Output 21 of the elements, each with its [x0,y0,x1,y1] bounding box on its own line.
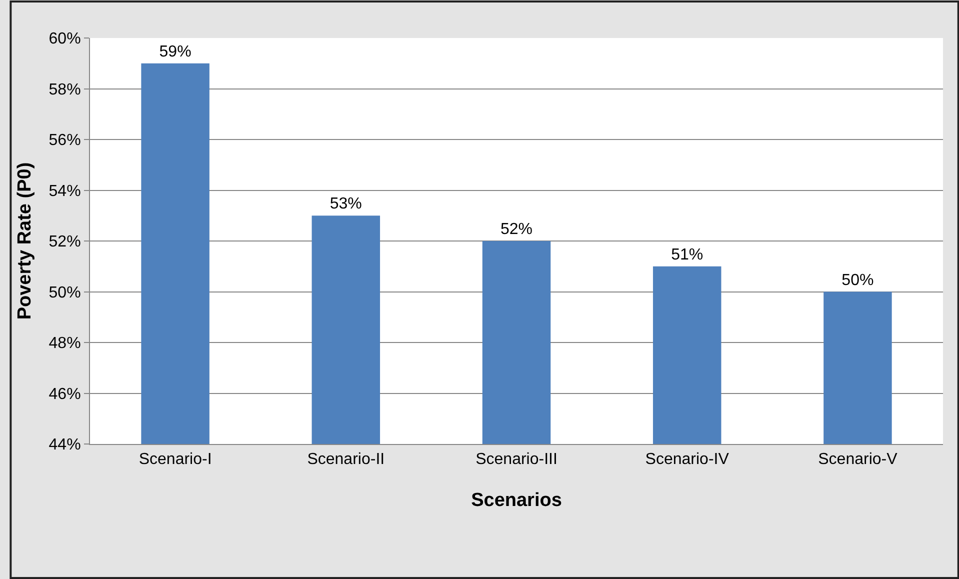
data-label: 50% [842,272,874,289]
y-tick-label: 56% [48,132,81,150]
y-tick-label: 50% [48,284,81,302]
x-axis-title: Scenarios [471,490,562,511]
x-tick-label: Scenario-I [138,451,212,468]
data-label: 52% [500,221,533,238]
data-label: 53% [330,196,362,213]
x-tick-label: Scenario-IV [645,451,730,468]
y-axis-title: Poverty Rate (P0) [14,162,36,320]
y-tick-label: 54% [48,182,81,200]
x-tick-label: Scenario-II [307,451,385,468]
x-tick-label: Scenario-III [476,451,558,468]
y-tick-label: 44% [48,436,81,454]
y-tick-label: 60% [48,30,81,48]
y-tick-label: 46% [48,386,81,403]
data-label: 59% [159,43,192,60]
y-tick-label: 52% [48,234,81,251]
x-tick-label: Scenario-V [818,451,898,468]
y-tick-label: 48% [48,335,81,352]
data-label: 51% [671,246,704,264]
y-tick-label: 58% [48,81,81,98]
